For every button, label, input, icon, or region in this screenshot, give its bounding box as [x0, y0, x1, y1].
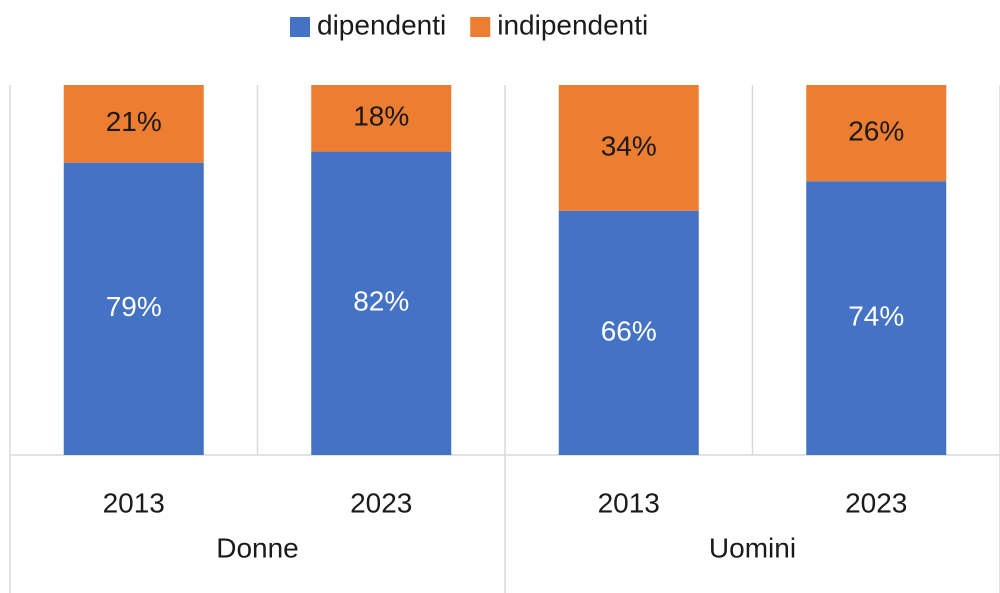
group-label: Donne [216, 532, 299, 563]
bar-segment [806, 85, 947, 182]
data-label: 74% [848, 300, 904, 331]
bar-segment [63, 162, 204, 455]
group-label: Uomini [709, 532, 796, 563]
data-label: 79% [106, 291, 162, 322]
bar-segment [806, 181, 947, 455]
data-label: 82% [353, 286, 409, 317]
legend-label: indipendenti [497, 9, 648, 40]
bar-segment [63, 85, 204, 163]
x-tick-label: 2013 [103, 487, 165, 518]
legend-swatch [290, 17, 310, 37]
legend-swatch [470, 17, 491, 37]
x-tick-label: 2023 [845, 487, 907, 518]
x-tick-label: 2013 [598, 487, 660, 518]
data-label: 66% [601, 315, 657, 346]
x-tick-label: 2023 [350, 487, 412, 518]
bar-segment [558, 85, 699, 211]
legend-label: dipendenti [317, 9, 446, 40]
data-label: 21% [106, 106, 162, 137]
data-label: 18% [353, 101, 409, 132]
bar-segment [311, 151, 452, 455]
data-label: 26% [848, 115, 904, 146]
data-label: 34% [601, 130, 657, 161]
bar-segment [558, 210, 699, 455]
bar-segment [311, 85, 452, 152]
